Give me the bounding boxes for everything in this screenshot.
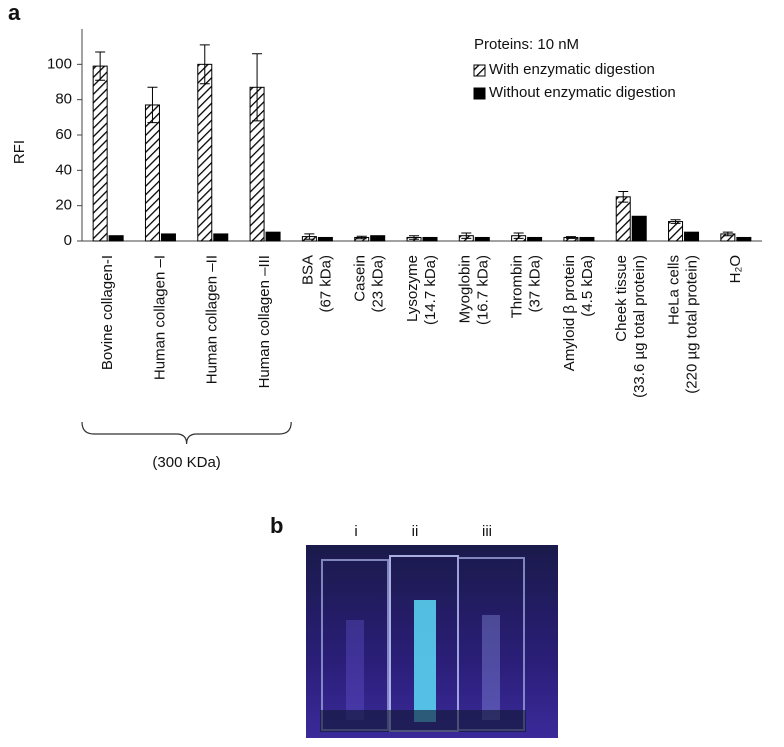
bar — [213, 233, 229, 242]
cuvette-label: i — [354, 523, 357, 540]
bar — [265, 231, 281, 242]
error-bar — [722, 231, 733, 237]
bar — [144, 104, 160, 242]
x-tick-label: BSA — [299, 255, 316, 285]
cuvette-label: iii — [482, 523, 492, 540]
photo — [306, 545, 558, 738]
error-bar — [304, 233, 315, 240]
error-bar — [95, 51, 106, 81]
panel-label: b — [270, 513, 283, 538]
cuvette-label: ii — [412, 523, 419, 540]
error-bar — [252, 53, 263, 122]
bar — [317, 236, 333, 242]
x-tick-label: (33.6 µg total protein) — [631, 255, 648, 398]
x-tick-label: Amyloid β protein — [561, 255, 578, 371]
panel-label: a — [8, 0, 21, 25]
x-tick-label: Myoglobin — [456, 255, 473, 323]
legend-swatch — [473, 64, 486, 77]
x-tick-label: HeLa cells — [666, 255, 683, 325]
x-tick-label: Thrombin — [509, 255, 526, 318]
x-tick-label: (14.7 kDa) — [422, 255, 439, 325]
error-bar — [565, 236, 576, 239]
x-tick-label: Bovine collagen-I — [99, 255, 116, 370]
bar — [160, 233, 176, 242]
bar — [631, 215, 647, 242]
bar — [370, 235, 386, 242]
bracket — [81, 421, 292, 445]
bar — [668, 221, 684, 242]
x-tick-label: (37 kDa) — [527, 255, 544, 313]
x-tick-label: Lysozyme — [404, 255, 421, 322]
legend-label: With enzymatic digestion — [489, 61, 655, 78]
y-tick-label: 100 — [47, 55, 72, 72]
x-tick-label: (16.7 kDa) — [474, 255, 491, 325]
legend-swatch — [473, 87, 486, 100]
error-bar — [513, 232, 524, 239]
error-bar — [409, 235, 419, 240]
error-bar — [461, 232, 472, 239]
x-tick-label: Human collagen –III — [256, 255, 273, 388]
legend-title: Proteins: 10 nM — [474, 36, 579, 53]
error-bar — [147, 86, 158, 124]
x-tick-label: Human collagen –I — [151, 255, 168, 380]
legend-label: Without enzymatic digestion — [489, 84, 676, 101]
x-tick-label: (4.5 kDa) — [579, 255, 596, 317]
bar — [197, 63, 213, 242]
bar — [92, 65, 108, 242]
bar — [684, 231, 700, 242]
y-axis-label: RFI — [11, 140, 28, 164]
y-tick-label: 20 — [55, 197, 72, 214]
error-bar — [356, 235, 367, 240]
error-bar — [199, 44, 210, 85]
y-tick-label: 80 — [55, 91, 72, 108]
error-bar — [618, 191, 629, 203]
error-bar — [670, 219, 681, 224]
x-tick-label: (67 kDa) — [317, 255, 334, 313]
y-tick-label: 40 — [55, 161, 72, 178]
x-tick-label: (220 µg total protein) — [684, 255, 701, 394]
bar — [527, 236, 543, 242]
bar — [422, 236, 438, 242]
bar — [615, 196, 631, 242]
x-tick-label: H₂O — [727, 255, 744, 283]
x-tick-label: (23 kDa) — [370, 255, 387, 313]
x-tick-label: Cheek tissue — [613, 255, 630, 342]
y-tick-label: 0 — [64, 232, 72, 249]
bar — [579, 236, 595, 242]
bar — [474, 236, 490, 242]
x-tick-label: Casein — [352, 255, 369, 302]
x-tick-label: Human collagen –II — [204, 255, 221, 384]
bar — [736, 236, 752, 242]
bracket-label: (300 KDa) — [152, 454, 220, 471]
bar — [108, 235, 124, 242]
y-tick-label: 60 — [55, 126, 72, 143]
